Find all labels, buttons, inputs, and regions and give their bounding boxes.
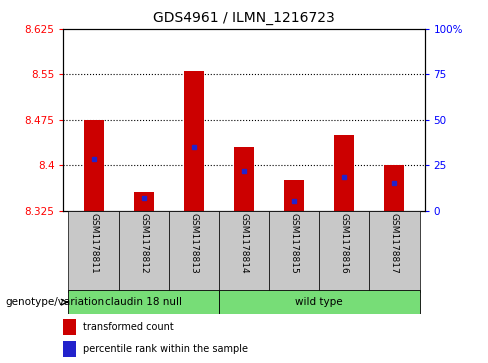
Bar — [134, 192, 154, 211]
Text: GSM1178814: GSM1178814 — [240, 213, 248, 274]
Text: GSM1178816: GSM1178816 — [340, 213, 349, 274]
Bar — [63, 340, 76, 357]
Bar — [68, 290, 219, 314]
Text: GSM1178815: GSM1178815 — [290, 213, 299, 274]
Bar — [169, 211, 219, 292]
Bar — [385, 165, 405, 211]
Text: percentile rank within the sample: percentile rank within the sample — [83, 344, 248, 354]
Bar — [219, 211, 269, 292]
Bar — [234, 147, 254, 211]
Bar — [269, 211, 319, 292]
Bar — [219, 290, 420, 314]
Text: wild type: wild type — [295, 297, 343, 307]
Text: GSM1178817: GSM1178817 — [390, 213, 399, 274]
Bar — [319, 211, 369, 292]
Text: GSM1178812: GSM1178812 — [139, 213, 148, 274]
Text: claudin 18 null: claudin 18 null — [105, 297, 182, 307]
Text: genotype/variation: genotype/variation — [5, 297, 104, 307]
Text: GSM1178811: GSM1178811 — [89, 213, 98, 274]
Title: GDS4961 / ILMN_1216723: GDS4961 / ILMN_1216723 — [153, 11, 335, 25]
Bar — [369, 211, 420, 292]
Bar — [68, 211, 119, 292]
Bar — [119, 211, 169, 292]
Bar — [83, 120, 103, 211]
Bar — [184, 72, 204, 211]
Text: GSM1178813: GSM1178813 — [189, 213, 198, 274]
Text: transformed count: transformed count — [83, 322, 174, 332]
Bar — [334, 135, 354, 211]
Bar — [63, 319, 76, 335]
Bar — [284, 180, 304, 211]
